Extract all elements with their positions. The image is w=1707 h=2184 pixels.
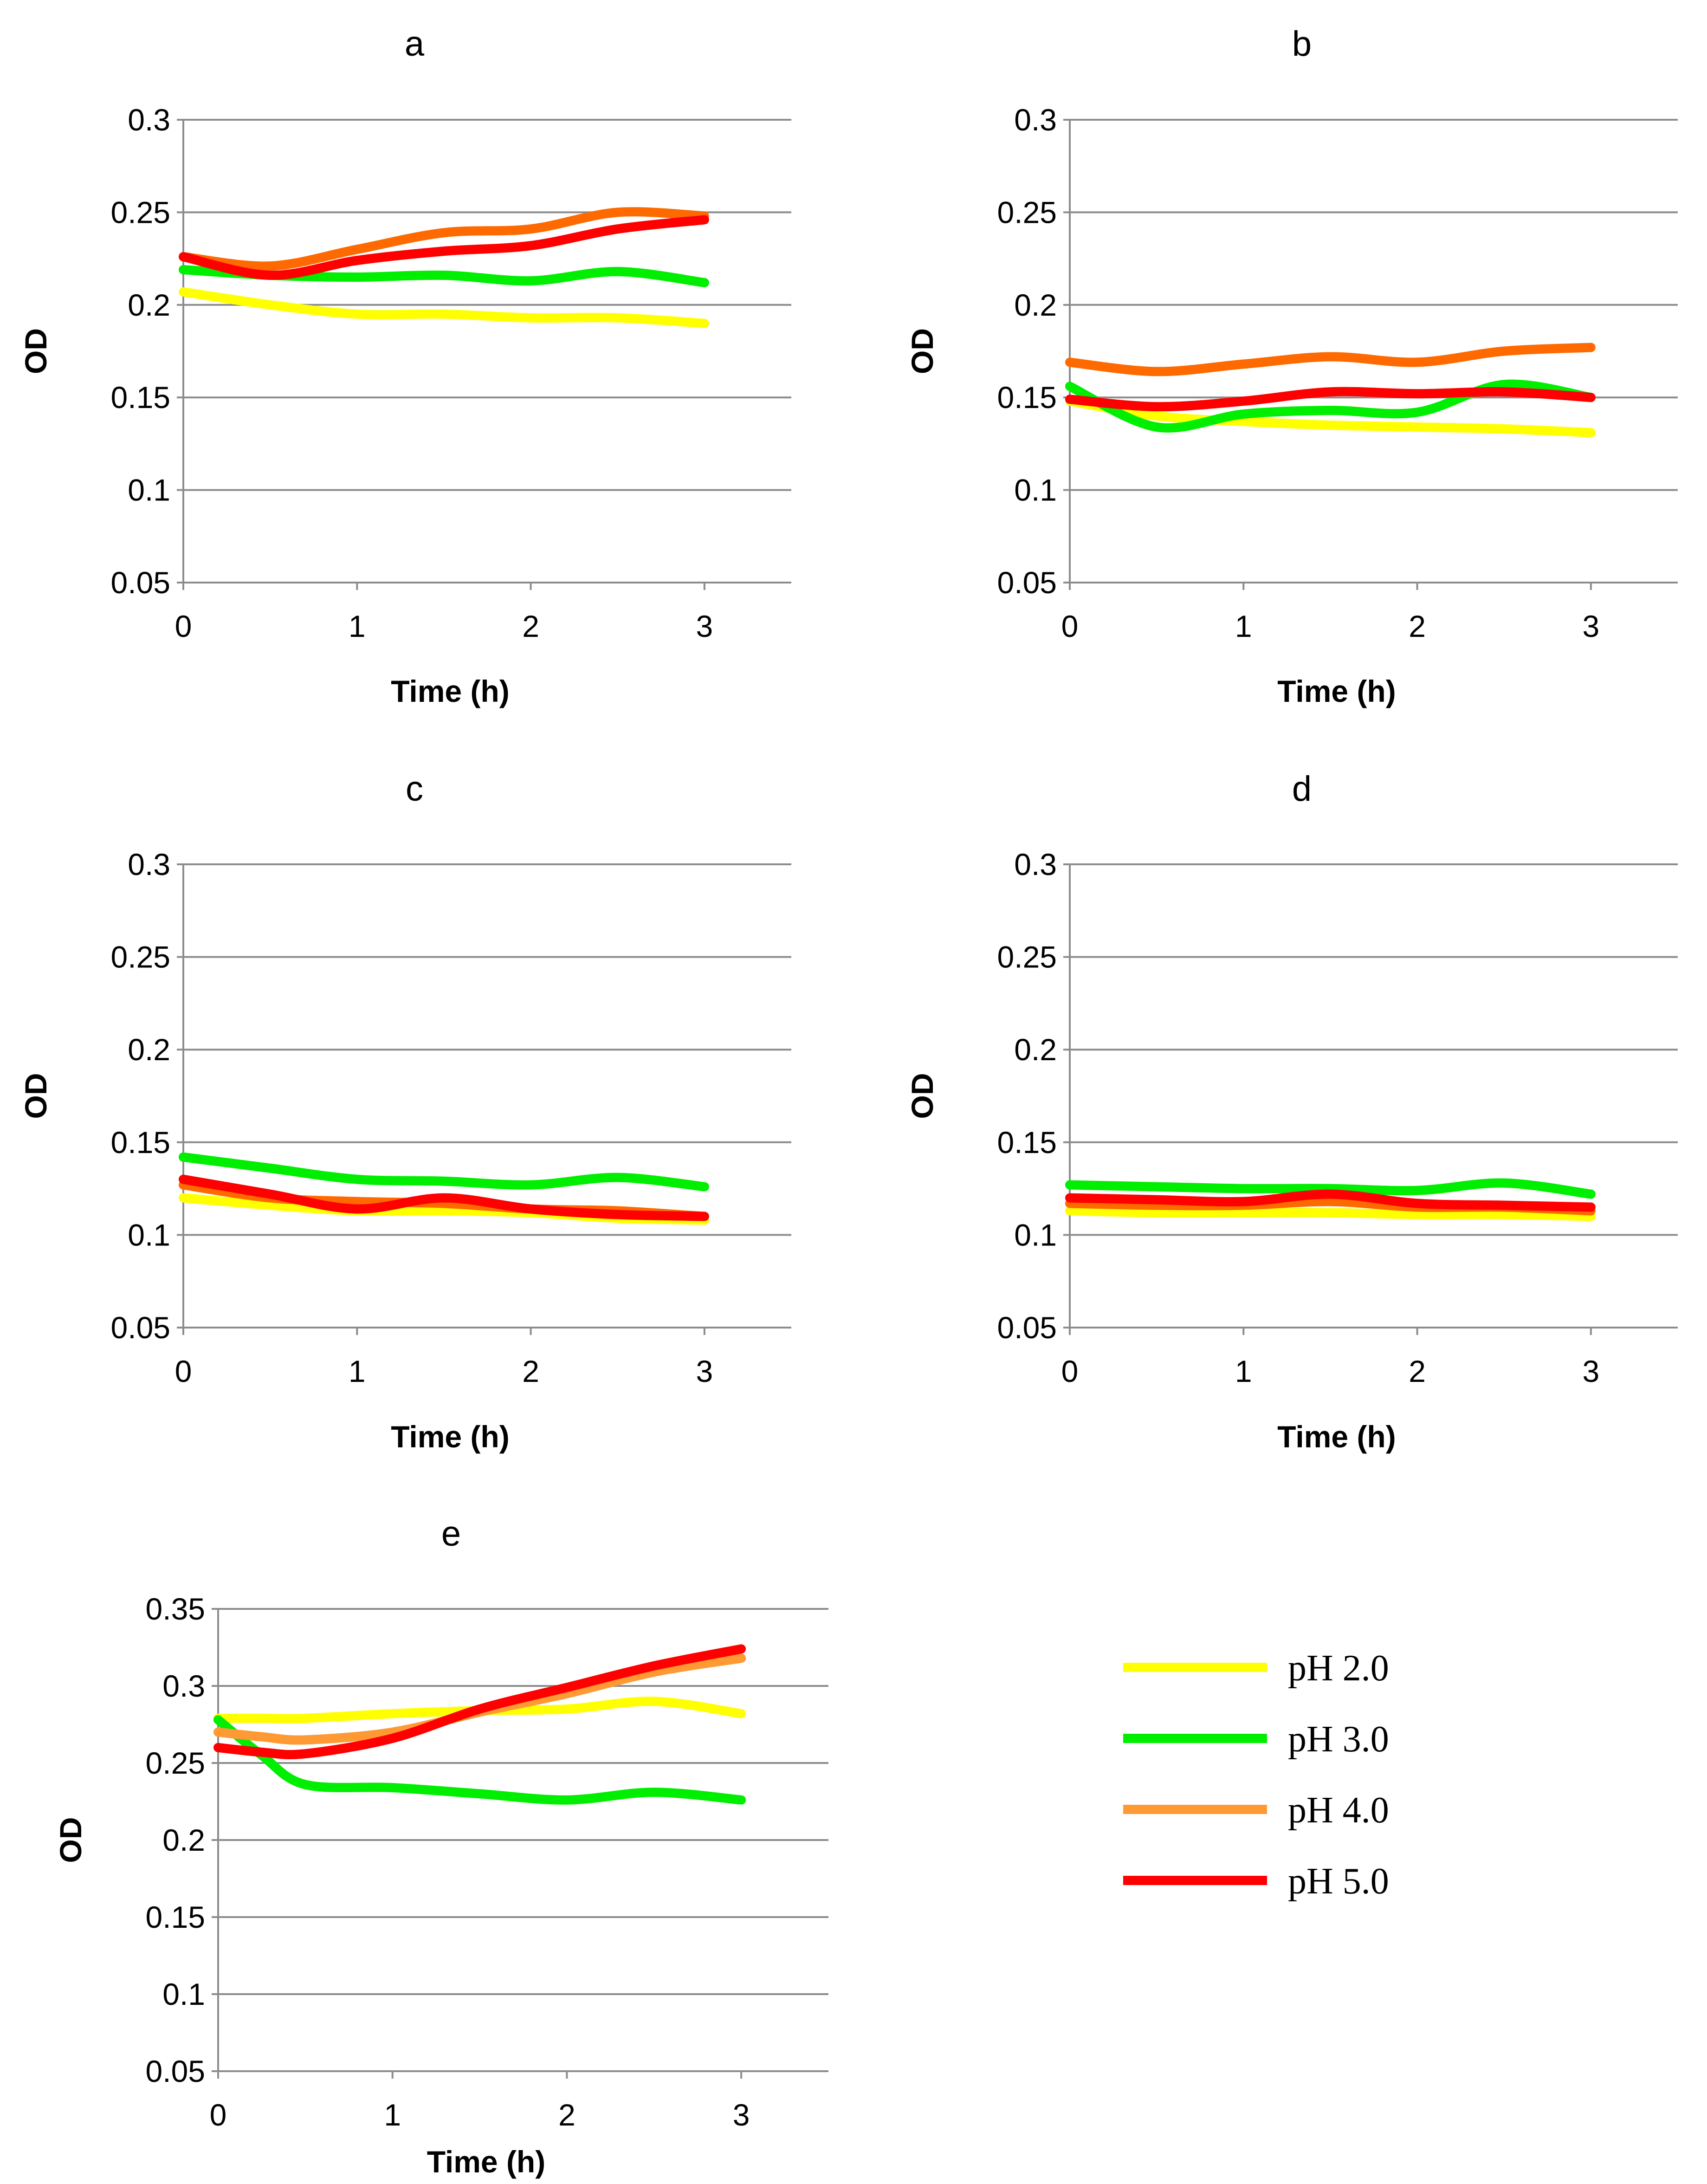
chart-c-xtick-label: 2 xyxy=(522,1354,539,1388)
chart-a-title: a xyxy=(405,24,425,64)
chart-d-ytick-label: 0.3 xyxy=(1014,847,1057,881)
chart-b-ytick-label: 0.3 xyxy=(1014,103,1057,137)
chart-b-xtick-label: 0 xyxy=(1061,609,1079,643)
chart-e-ytick-label: 0.35 xyxy=(146,1592,205,1626)
chart-c-ytick-label: 0.25 xyxy=(111,940,170,974)
chart-c-series-ph5 xyxy=(179,1174,709,1221)
chart-e-title: e xyxy=(441,1514,461,1554)
chart-c-ylabel: OD xyxy=(19,1073,53,1119)
chart-e-ylabel: OD xyxy=(53,1817,88,1863)
chart-d-title: d xyxy=(1292,769,1312,809)
chart-e-ytick-label: 0.1 xyxy=(162,1977,205,2011)
chart-c-xtick-label: 3 xyxy=(696,1354,713,1388)
chart-d-ytick-label: 0.05 xyxy=(997,1310,1057,1345)
legend-label-ph4: pH 4.0 xyxy=(1288,1790,1389,1831)
chart-d-series-ph5 xyxy=(1065,1189,1596,1212)
chart-b-series-ph2 xyxy=(1065,396,1596,437)
chart-b-ylabel: OD xyxy=(905,328,939,374)
legend: pH 2.0 pH 3.0 pH 4.0 pH 5.0 xyxy=(1123,1648,1389,1902)
chart-a-xtick-label: 3 xyxy=(696,609,713,643)
chart-c-ytick-label: 0.3 xyxy=(128,847,170,881)
chart-a-ytick-label: 0.05 xyxy=(111,565,170,600)
chart-b-title: b xyxy=(1292,24,1312,64)
chart-c-xlabel: Time (h) xyxy=(391,1419,509,1454)
chart-a-ylabel: OD xyxy=(19,328,53,374)
chart-e-ytick-label: 0.05 xyxy=(146,2054,205,2088)
legend-label-ph3: pH 3.0 xyxy=(1288,1719,1389,1760)
chart-d-ytick-label: 0.25 xyxy=(997,940,1057,974)
chart-e-xtick-label: 1 xyxy=(384,2098,401,2132)
chart-a-xtick-label: 0 xyxy=(175,609,192,643)
chart-e-xlabel: Time (h) xyxy=(427,2145,545,2179)
chart-d-series-ph2 xyxy=(1065,1206,1596,1221)
chart-b: 0.05 0.1 0.15 0.2 0.25 0.3 0 1 2 3 b Time (h) OD xyxy=(905,24,1678,708)
chart-b-xlabel: Time (h) xyxy=(1277,674,1396,708)
chart-a-ytick-label: 0.2 xyxy=(128,288,170,322)
chart-a-ytick-label: 0.15 xyxy=(111,380,170,415)
chart-a-ytick-label: 0.3 xyxy=(128,103,170,137)
chart-c-ytick-label: 0.1 xyxy=(128,1218,170,1252)
chart-d-xtick-label: 0 xyxy=(1061,1354,1079,1388)
chart-c-ytick-label: 0.15 xyxy=(111,1125,170,1160)
chart-e: 0.05 0.1 0.15 0.2 0.25 0.3 0.35 0 1 2 3 e Time (h) OD xyxy=(53,1514,828,2179)
legend-label-ph2: pH 2.0 xyxy=(1288,1648,1389,1689)
chart-b-ytick-label: 0.1 xyxy=(1014,473,1057,507)
chart-c-series-ph3 xyxy=(179,1152,709,1192)
chart-c-xtick-label: 1 xyxy=(349,1354,366,1388)
chart-b-ytick-label: 0.05 xyxy=(997,565,1057,600)
chart-d-xtick-label: 2 xyxy=(1409,1354,1426,1388)
chart-a-series-ph2 xyxy=(179,287,709,328)
chart-c-ytick-label: 0.2 xyxy=(128,1032,170,1067)
legend-label-ph5: pH 5.0 xyxy=(1288,1861,1389,1902)
chart-b-series-ph3 xyxy=(1065,379,1596,433)
chart-e-xtick-label: 3 xyxy=(733,2098,750,2132)
chart-a-series-ph4 xyxy=(179,207,709,271)
chart-d-ylabel: OD xyxy=(905,1073,939,1119)
chart-b-xtick-label: 2 xyxy=(1409,609,1426,643)
chart-a-xtick-label: 1 xyxy=(349,609,366,643)
chart-d-xtick-label: 1 xyxy=(1235,1354,1252,1388)
chart-e-xtick-label: 0 xyxy=(210,2098,227,2132)
chart-c-xtick-label: 0 xyxy=(175,1354,192,1388)
chart-a-ytick-label: 0.1 xyxy=(128,473,170,507)
chart-a-ytick-label: 0.25 xyxy=(111,195,170,229)
chart-e-ytick-label: 0.3 xyxy=(162,1669,205,1703)
chart-a: 0.05 0.1 0.15 0.2 0.25 0.3 0 1 2 3 a Time (h) OD xyxy=(19,24,791,708)
chart-e-ytick-label: 0.15 xyxy=(146,1900,205,1934)
chart-e-ytick-label: 0.25 xyxy=(146,1746,205,1780)
chart-e-series-ph5 xyxy=(213,1644,746,1760)
chart-c: 0.05 0.1 0.15 0.2 0.25 0.3 0 1 2 3 c Time (h) OD xyxy=(19,769,791,1454)
chart-d: 0.05 0.1 0.15 0.2 0.25 0.3 0 1 2 3 d Time (h) OD xyxy=(905,769,1678,1454)
chart-e-series-ph3 xyxy=(213,1715,746,1805)
chart-d-ytick-label: 0.2 xyxy=(1014,1032,1057,1067)
chart-b-ytick-label: 0.25 xyxy=(997,195,1057,229)
chart-e-ytick-label: 0.2 xyxy=(162,1823,205,1857)
chart-d-series-ph3 xyxy=(1065,1178,1596,1199)
chart-b-xtick-label: 1 xyxy=(1235,609,1252,643)
chart-c-title: c xyxy=(406,769,423,809)
chart-b-series-ph5 xyxy=(1065,387,1596,412)
chart-d-ytick-label: 0.1 xyxy=(1014,1218,1057,1252)
chart-a-series-ph5 xyxy=(179,215,709,280)
chart-a-xtick-label: 2 xyxy=(522,609,539,643)
chart-b-series-ph4 xyxy=(1065,343,1596,376)
chart-b-ytick-label: 0.2 xyxy=(1014,288,1057,322)
chart-d-ytick-label: 0.15 xyxy=(997,1125,1057,1160)
chart-b-xtick-label: 3 xyxy=(1582,609,1599,643)
chart-d-xlabel: Time (h) xyxy=(1277,1419,1396,1454)
chart-e-xtick-label: 2 xyxy=(558,2098,575,2132)
chart-d-xtick-label: 3 xyxy=(1582,1354,1599,1388)
chart-b-ytick-label: 0.15 xyxy=(997,380,1057,415)
chart-a-xlabel: Time (h) xyxy=(391,674,509,708)
chart-c-ytick-label: 0.05 xyxy=(111,1310,170,1345)
